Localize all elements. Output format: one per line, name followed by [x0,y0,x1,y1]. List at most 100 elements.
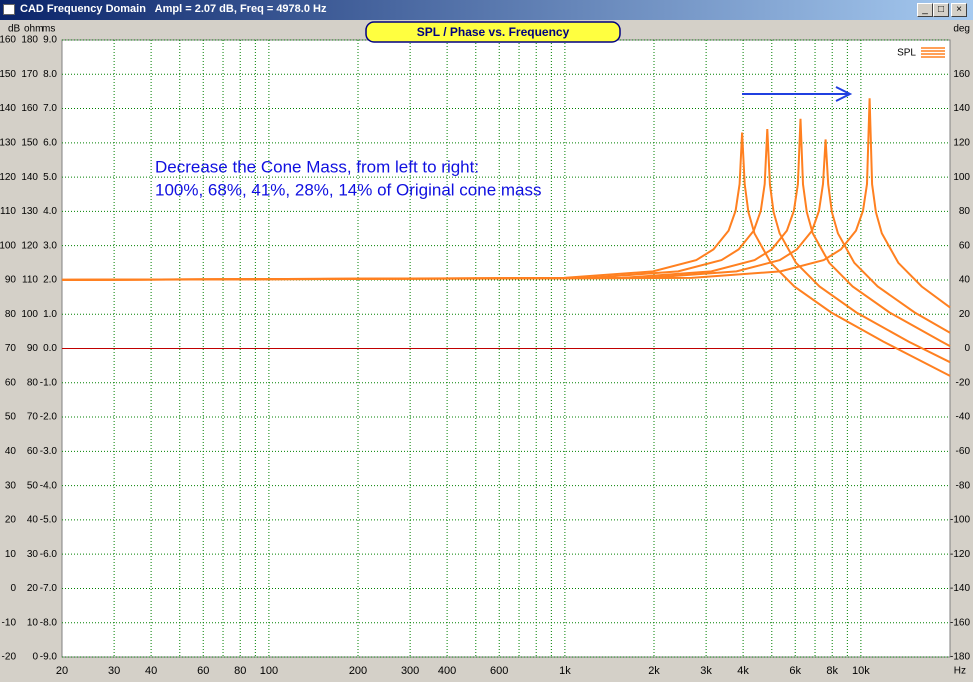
x-tick-label: 6k [789,665,801,677]
x-tick-label: 30 [108,665,120,677]
y2-tick-label: 60 [959,240,971,251]
title-bar: CAD Frequency Domain Ampl = 2.07 dB, Fre… [0,0,973,20]
y-tick-label: 30 [5,480,17,491]
y-tick-label: 120 [0,172,16,183]
ohm-tick-label: 10 [27,617,39,628]
y2-tick-label: 120 [953,137,970,148]
x-tick-label: 200 [349,665,367,677]
y-tick-label: 50 [5,412,17,423]
ohm-tick-label: 100 [21,309,38,320]
title-box [365,21,621,43]
ohm-tick-label: 180 [21,35,38,46]
y2-tick-label: -180 [950,652,970,663]
ohm-tick-label: 160 [21,103,38,114]
ohm-tick-label: 110 [22,275,38,286]
x-tick-label: 8k [826,665,838,677]
y-tick-label: 0 [10,583,16,594]
spl-curve [61,139,951,334]
x-tick-label: 2k [648,665,660,677]
x-tick-label: 300 [401,665,419,677]
y2-tick-label: 40 [959,275,971,286]
chart: SPL / Phase vs. Frequency Decrease the C… [0,21,971,677]
ms-tick-label: -3.0 [40,446,58,457]
ohm-tick-label: 140 [21,172,38,183]
ms-tick-label: -6.0 [40,549,58,560]
y-tick-label: 80 [5,309,17,320]
y-tick-label: -20 [2,652,17,663]
ms-tick-label: 4.0 [43,206,57,217]
x-tick-label: 20 [56,665,68,677]
y2-tick-label: 160 [953,69,970,80]
y-unit: ohm [24,24,43,35]
ohm-tick-label: 40 [27,515,39,526]
y2-tick-label: 100 [953,172,970,183]
ohm-tick-label: 170 [21,69,38,80]
y-tick-label: 150 [0,69,16,80]
maximize-button[interactable]: □ [933,3,949,17]
ohm-tick-label: 50 [27,480,39,491]
x-tick-label: 1k [559,665,571,677]
y-tick-label: 20 [5,515,17,526]
annotation: Decrease the Cone Mass, from left to rig… [155,157,479,176]
y-unit: ms [42,24,55,35]
y2-tick-label: 0 [964,343,970,354]
y2-tick-label: -40 [956,412,971,423]
x-unit: Hz [954,666,966,677]
ms-tick-label: 6.0 [43,137,57,148]
y-tick-label: 90 [5,275,17,286]
ms-tick-label: -1.0 [40,377,58,388]
minimize-button[interactable]: _ [917,3,933,17]
legend-label: SPL [897,48,916,59]
x-tick-label: 100 [260,665,278,677]
y-tick-label: 40 [5,446,17,457]
ohm-tick-label: 150 [21,137,38,148]
y2-tick-label: -60 [956,446,971,457]
ms-tick-label: 5.0 [43,172,57,183]
y2-tick-label: 80 [959,206,971,217]
spl-curve [61,132,951,377]
ms-tick-label: -5.0 [40,515,58,526]
annotation: 100%, 68%, 41%, 28%, 14% of Original con… [155,180,542,199]
ms-tick-label: -9.0 [40,652,58,663]
ohm-tick-label: 130 [21,206,38,217]
ohm-tick-label: 20 [27,583,39,594]
spl-curve [61,129,951,364]
ms-tick-label: 3.0 [43,240,57,251]
y-tick-label: 70 [5,343,17,354]
y-unit: dB [8,24,21,35]
y2-tick-label: 20 [959,309,971,320]
ms-tick-label: 7.0 [43,103,57,114]
ms-tick-label: 9.0 [43,35,57,46]
ms-tick-label: -7.0 [40,583,58,594]
ohm-tick-label: 80 [27,377,39,388]
ohm-tick-label: 70 [27,412,39,423]
y2-tick-label: -120 [950,549,970,560]
y2-tick-label: -80 [956,480,971,491]
chart-title: SPL / Phase vs. Frequency [417,25,570,39]
ms-tick-label: 2.0 [43,275,57,286]
ohm-tick-label: 30 [27,549,39,560]
x-tick-label: 40 [145,665,157,677]
x-tick-label: 600 [490,665,508,677]
y-tick-label: 10 [5,549,17,560]
ms-tick-label: -2.0 [40,412,58,423]
window-icon [3,4,15,15]
ms-tick-label: 0.0 [43,343,57,354]
x-tick-label: 60 [197,665,209,677]
y-tick-label: 110 [0,206,16,217]
x-tick-label: 10k [852,665,870,677]
y-tick-label: -10 [2,617,17,628]
y2-tick-label: -100 [950,515,970,526]
arrow-head [835,86,853,102]
x-tick-label: 3k [700,665,712,677]
window-title: CAD Frequency Domain Ampl = 2.07 dB, Fre… [20,3,327,15]
close-button[interactable]: × [951,3,967,17]
x-tick-label: 400 [438,665,456,677]
ohm-tick-label: 90 [27,343,39,354]
ms-tick-label: 1.0 [43,309,57,320]
ms-tick-label: 8.0 [43,69,57,80]
ms-tick-label: -4.0 [40,480,58,491]
ms-tick-label: -8.0 [40,617,58,628]
y2-tick-label: -20 [956,377,971,388]
